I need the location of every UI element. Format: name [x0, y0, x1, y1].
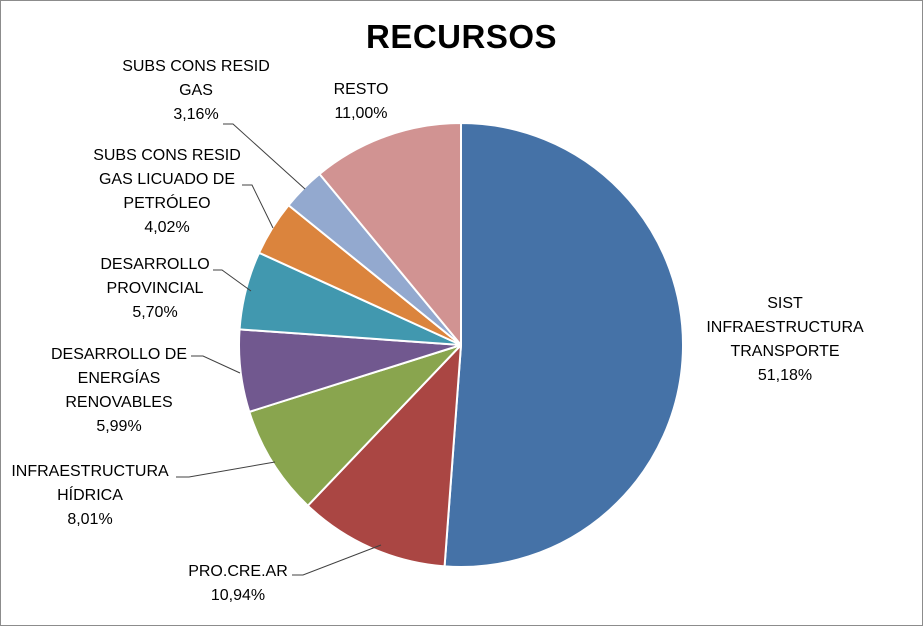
leader-line: [242, 184, 274, 229]
slice-value-label: 11,00%: [334, 105, 388, 122]
chart-title: RECURSOS: [365, 18, 558, 55]
leader-line: [191, 355, 241, 374]
pie-slice: [306, 344, 462, 568]
slice-category-label: RESTO: [333, 81, 389, 98]
slice-category-label: INFRAESTRUCTURA: [706, 319, 864, 336]
slice-category-label: SUBS CONS RESID: [122, 58, 270, 75]
slice-category-label: GAS LICUADO DE: [98, 171, 236, 188]
slice-data-label: SUBS CONS RESID GAS LICUADO DE PETRÓLEO 4,0…: [67, 144, 267, 240]
leader-lines: [176, 123, 382, 576]
slice-data-label: SUBS CONS RESID GAS 3,16%: [96, 55, 296, 127]
pie-slice: [318, 122, 462, 346]
slice-category-label: INFRAESTRUCTURA: [11, 463, 169, 480]
slice-category-label: ENERGÍAS: [77, 370, 161, 387]
slice-data-label: SIST INFRAESTRUCTURA TRANSPORTE 51,18%: [685, 292, 885, 388]
slice-value-label: 5,99%: [96, 418, 142, 435]
slice-data-label: PRO.CRE.AR 10,94%: [138, 560, 338, 608]
slice-category-label: PROVINCIAL: [106, 280, 204, 297]
slice-category-label: SUBS CONS RESID: [93, 147, 241, 164]
slice-data-label: DESARROLLO DE ENERGÍAS RENOVABLES 5,99%: [19, 343, 219, 439]
slice-value-label: 5,70%: [132, 304, 178, 321]
pie-slice: [443, 122, 684, 568]
slice-category-label: DESARROLLO: [100, 256, 210, 273]
slice-value-label: 51,18%: [757, 367, 813, 384]
leader-line: [176, 461, 276, 478]
slice-data-label: RESTO 11,00%: [261, 78, 461, 126]
slice-category-label: DESARROLLO DE: [50, 346, 188, 363]
slice-value-label: 8,01%: [67, 511, 113, 528]
slice-category-label: GAS: [179, 82, 213, 99]
slice-value-label: 4,02%: [144, 219, 190, 236]
leader-line: [223, 123, 306, 190]
slice-category-label: PETRÓLEO: [123, 195, 211, 212]
slice-data-label: DESARROLLO PROVINCIAL 5,70%: [55, 253, 255, 325]
leader-line: [292, 544, 382, 576]
slice-value-label: 3,16%: [173, 106, 219, 123]
pie-slices: [238, 122, 684, 568]
slice-category-label: PRO.CRE.AR: [188, 563, 288, 580]
slice-category-label: SIST: [767, 295, 803, 312]
slice-category-label: TRANSPORTE: [730, 343, 840, 360]
leader-line: [213, 269, 252, 292]
slice-category-label: RENOVABLES: [65, 394, 173, 411]
slice-data-label: INFRAESTRUCTURA HÍDRICA 8,01%: [0, 460, 190, 532]
slice-value-label: 10,94%: [210, 587, 266, 604]
slice-category-label: HÍDRICA: [57, 487, 123, 504]
